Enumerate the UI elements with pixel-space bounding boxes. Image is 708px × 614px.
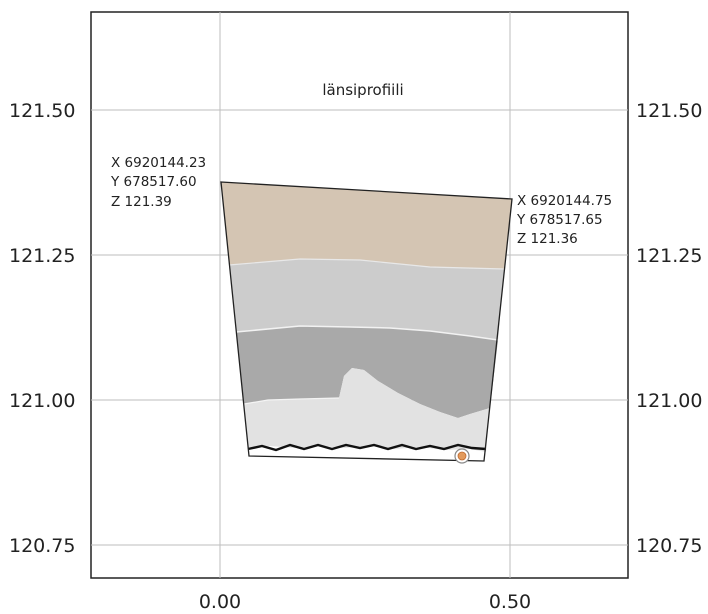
- sample-marker-icon: [454, 448, 470, 464]
- layer-light-grey: [229, 259, 504, 340]
- y-axis-left: 121.50 121.25 121.00 120.75: [9, 100, 75, 557]
- x-tick-0.50: 0.50: [489, 591, 531, 613]
- boundary-2: [235, 325, 499, 341]
- boundary-3: [243, 397, 340, 405]
- bottom-wavy-line: [247, 443, 487, 452]
- corner-right-x: X 6920144.75: [517, 193, 612, 209]
- y-tick-right-121.50: 121.50: [636, 100, 702, 122]
- layer-dark-grey: [236, 326, 498, 418]
- y-tick-left-120.75: 120.75: [9, 535, 75, 557]
- y-tick-left-121.50: 121.50: [9, 100, 75, 122]
- corner-right-y: Y 678517.65: [516, 212, 603, 228]
- y-tick-right-121.00: 121.00: [636, 390, 702, 412]
- profile-outline: [220, 181, 513, 462]
- corner-right-z: Z 121.36: [517, 231, 578, 247]
- x-tick-0.00: 0.00: [199, 591, 241, 613]
- x-axis: 0.00 0.50: [199, 591, 531, 613]
- layer-top-soil: [221, 182, 512, 269]
- y-axis-right: 121.50 121.25 121.00 120.75: [636, 100, 702, 557]
- boundary-1: [228, 258, 505, 270]
- corner-left-x: X 6920144.23: [111, 155, 206, 171]
- corner-left-z: Z 121.39: [111, 194, 172, 210]
- corner-right-label: X 6920144.75 Y 678517.65 Z 121.36: [516, 193, 612, 247]
- y-tick-left-121.25: 121.25: [9, 245, 75, 267]
- y-tick-right-120.75: 120.75: [636, 535, 702, 557]
- profile-title: länsiprofiili: [322, 81, 403, 99]
- y-tick-left-121.00: 121.00: [9, 390, 75, 412]
- layer-bottom-light: [244, 368, 490, 452]
- layer-bottom-edge: [248, 452, 486, 461]
- grid: [91, 12, 628, 578]
- soil-layers: [220, 181, 513, 464]
- corner-left-label: X 6920144.23 Y 678517.60 Z 121.39: [110, 155, 206, 210]
- y-tick-right-121.25: 121.25: [636, 245, 702, 267]
- corner-left-y: Y 678517.60: [110, 174, 197, 190]
